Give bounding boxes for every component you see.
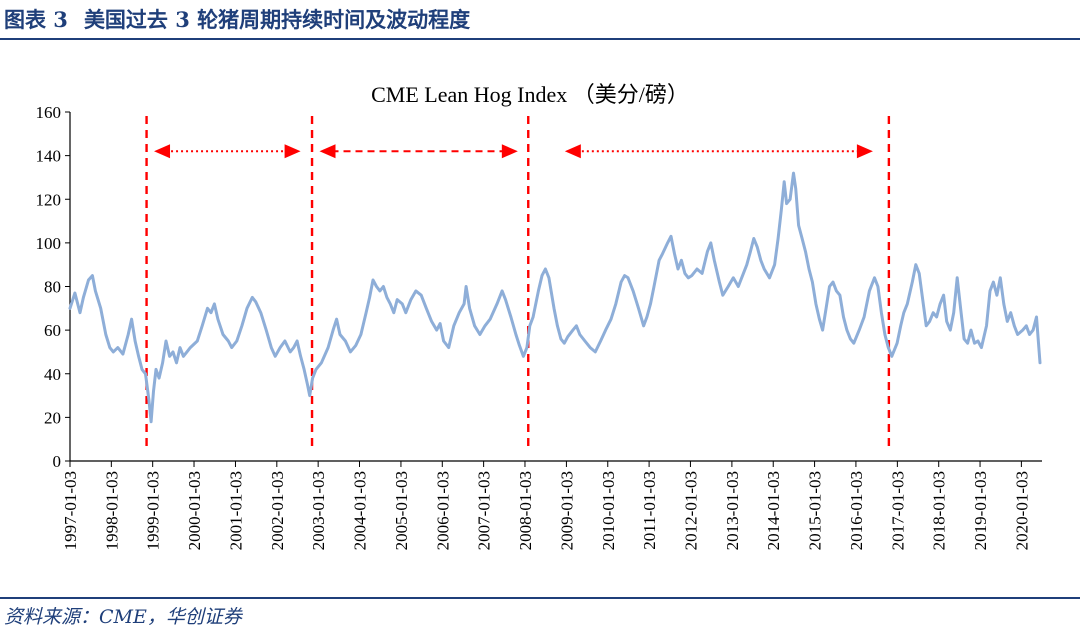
x-tick-label: 2006-01-03 [433,471,452,550]
cycle-span-arrowhead-left [319,144,336,159]
footer-rule [0,597,1080,599]
x-tick-label: 2001-01-03 [226,471,245,550]
x-tick-label: 2011-01-03 [640,471,659,550]
chart-title: CME Lean Hog Index （美分/磅） [371,82,689,107]
source-note: 资料来源：CME，华创证券 [4,606,242,628]
cycle-span-arrowhead-left [154,144,171,159]
x-tick-label: 2012-01-03 [681,471,700,550]
x-tick-label: 2004-01-03 [350,471,369,550]
cycle-span-arrowhead-right [284,144,301,159]
x-tick-label: 2007-01-03 [475,471,494,550]
x-tick-label: 2003-01-03 [309,471,328,550]
cycle-span-arrowhead-left [564,144,581,159]
y-tick-label: 20 [44,408,61,427]
x-tick-label: 2010-01-03 [599,471,618,550]
y-tick-label: 80 [44,278,61,297]
x-tick-label: 2002-01-03 [268,471,287,550]
x-axis: 1997-01-03 1998-01-03 1999-01-03 2000-01-03… [61,460,1042,550]
x-tick-label: 1997-01-03 [61,471,80,550]
series-group [68,171,1042,424]
x-tick-label: 2013-01-03 [723,471,742,550]
y-tick-label: 100 [36,234,62,253]
y-tick-label: 140 [36,147,62,166]
cycle-span-arrowhead-right [501,144,518,159]
y-tick-label: 160 [36,103,62,122]
x-tick-label: 2017-01-03 [888,471,907,550]
x-tick-label: 1999-01-03 [144,471,163,550]
cycle-markers [145,116,891,451]
y-axis: 0 20 40 60 80 100 120 140 160 [36,103,71,471]
figure-header: 图表 3 美国过去 3 轮猪周期持续时间及波动程度 [0,0,1080,40]
x-tick-label: 2009-01-03 [557,471,576,550]
header-rule [0,38,1080,40]
x-tick-label: 2019-01-03 [971,471,990,550]
figure-label: 图表 3 [4,7,68,32]
y-tick-label: 40 [44,365,61,384]
y-tick-label: 0 [53,452,62,471]
x-tick-label: 2000-01-03 [185,471,204,550]
x-tick-label: 2020-01-03 [1012,471,1031,550]
y-tick-label: 120 [36,190,62,209]
cycle-span-arrowhead-right [856,144,873,159]
x-tick-label: 1998-01-03 [102,471,121,550]
figure-title-text: 美国过去 3 轮猪周期持续时间及波动程度 [83,7,471,32]
x-tick-label: 2016-01-03 [847,471,866,550]
series-line [68,171,1042,424]
y-tick-label: 60 [44,321,61,340]
x-tick-label: 2008-01-03 [516,471,535,550]
lean-hog-chart: CME Lean Hog Index （美分/磅） 0 20 40 60 80 100 12… [36,82,1042,550]
x-tick-label: 2005-01-03 [392,471,411,550]
x-tick-label: 2015-01-03 [806,471,825,550]
x-tick-label: 2014-01-03 [764,471,783,550]
x-tick-label: 2018-01-03 [930,471,949,550]
figure-title: 图表 3 美国过去 3 轮猪周期持续时间及波动程度 [4,4,486,34]
